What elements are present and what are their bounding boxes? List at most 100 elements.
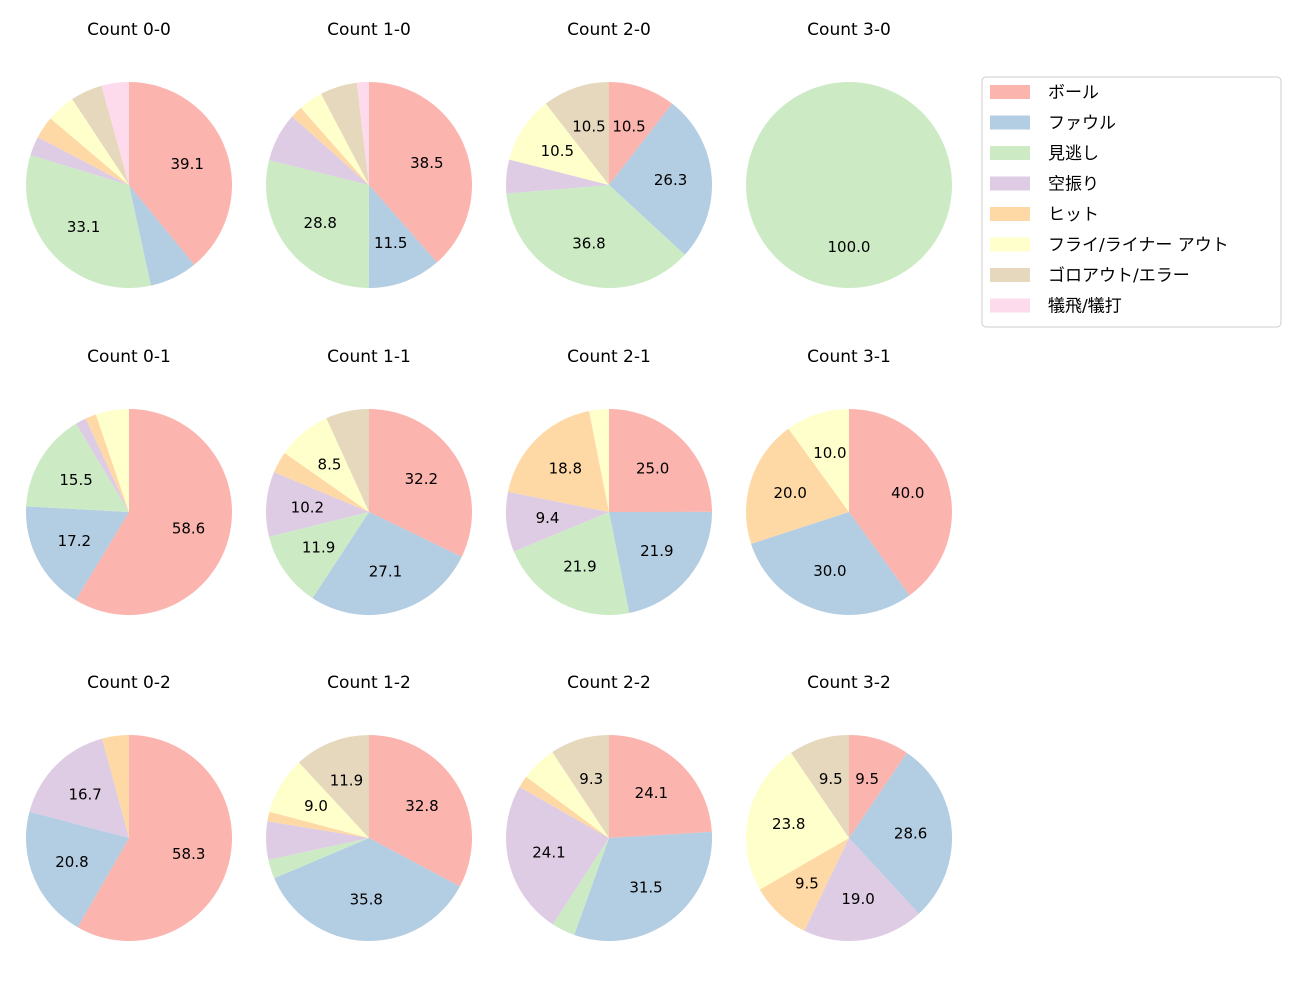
legend-label: ボール bbox=[1048, 83, 1099, 103]
pie-slice-label: 24.1 bbox=[532, 844, 565, 862]
pie-slice bbox=[746, 82, 952, 288]
pie-slice-label: 26.3 bbox=[654, 171, 687, 189]
pie-slice bbox=[356, 82, 369, 185]
legend-label: ゴロアウト/エラー bbox=[1048, 265, 1190, 286]
pie-slice bbox=[513, 512, 630, 615]
pie-slice-label: 16.7 bbox=[68, 785, 101, 803]
legend-item: ファウル bbox=[990, 114, 1116, 134]
pie-slice bbox=[312, 512, 462, 616]
pie-slice-label: 32.2 bbox=[405, 470, 438, 488]
pie-slice bbox=[509, 103, 609, 185]
pie-slice bbox=[609, 82, 673, 185]
pie-slice bbox=[369, 735, 473, 887]
pie-slice bbox=[609, 735, 712, 838]
pie-slice bbox=[552, 838, 609, 935]
pie-slice bbox=[85, 414, 129, 512]
legend-item: 犠飛/犠打 bbox=[990, 297, 1122, 317]
pie-slice-label: 30.0 bbox=[813, 562, 846, 580]
pie-slice bbox=[101, 82, 129, 185]
pie-slice-label: 32.8 bbox=[405, 797, 438, 815]
legend-item: フライ/ライナー アウト bbox=[990, 236, 1229, 256]
pie-title: Count 3-1 bbox=[807, 347, 891, 367]
pie-slice-label: 10.5 bbox=[541, 142, 574, 160]
pie-slice-label: 36.8 bbox=[572, 234, 605, 252]
pie-slice bbox=[284, 418, 369, 512]
pie-slice bbox=[37, 118, 129, 185]
pie-slice bbox=[506, 491, 609, 552]
pie-slice bbox=[506, 787, 609, 925]
pie-slice bbox=[269, 512, 369, 599]
pie-slice-label: 21.9 bbox=[563, 558, 596, 576]
pie-slice bbox=[269, 762, 369, 838]
legend-swatch bbox=[990, 207, 1030, 221]
pie-slice bbox=[25, 155, 151, 289]
pie-count-0-2: Count 0-2 58.3 20.8 16.7 bbox=[25, 673, 232, 941]
pie-slice-label: 9.0 bbox=[304, 797, 328, 815]
pie-slice-label: 40.0 bbox=[891, 484, 924, 502]
pie-slice-label: 58.6 bbox=[172, 520, 205, 538]
legend-item: 空振り bbox=[990, 175, 1099, 195]
pie-count-2-2: Count 2-2 24.1 31.5 24.1 9.3 bbox=[506, 673, 712, 941]
pie-slice-label: 38.5 bbox=[410, 154, 443, 172]
pie-slice bbox=[609, 511, 712, 613]
pie-title: Count 1-1 bbox=[327, 347, 411, 367]
pie-slice-label: 100.0 bbox=[828, 238, 871, 256]
pie-count-1-1: Count 1-1 32.2 27.1 11.9 10.2 8.5 bbox=[266, 347, 472, 616]
pie-slice bbox=[505, 159, 609, 194]
pie-slice-label: 25.0 bbox=[636, 459, 669, 477]
legend-label: 見逃し bbox=[1048, 144, 1099, 164]
pie-slice-label: 28.6 bbox=[894, 824, 927, 842]
pie-slice-label: 31.5 bbox=[629, 878, 662, 896]
pie-slice bbox=[72, 85, 129, 185]
pie-slice bbox=[274, 452, 369, 512]
legend-label: フライ/ライナー アウト bbox=[1048, 236, 1229, 256]
legend-swatch bbox=[990, 115, 1030, 130]
legend-label: 犠飛/犠打 bbox=[1048, 297, 1122, 317]
legend-item: ボール bbox=[990, 83, 1099, 103]
pie-slice-label: 9.5 bbox=[855, 770, 879, 788]
pie-slice-label: 17.2 bbox=[58, 532, 91, 550]
pie-slice-label: 23.8 bbox=[772, 815, 805, 833]
pie-title: Count 0-2 bbox=[87, 673, 171, 693]
pie-slice bbox=[368, 185, 437, 288]
pie-slice bbox=[746, 428, 849, 544]
pie-title: Count 2-0 bbox=[567, 20, 651, 40]
pie-count-1-2: Count 1-2 32.8 35.8 9.011.9 bbox=[266, 673, 473, 941]
pie-title: Count 3-2 bbox=[807, 673, 891, 693]
pie-slice-label: 35.8 bbox=[350, 891, 383, 909]
pie-slice-label: 33.1 bbox=[67, 218, 100, 236]
pie-slice bbox=[25, 811, 129, 928]
pie-count-3-0: Count 3-0 100.0 bbox=[746, 20, 952, 288]
pie-slice-label: 9.5 bbox=[795, 874, 819, 892]
pie-count-0-0: Count 0-0 39.1 33.1 bbox=[25, 20, 232, 289]
legend-item: 見逃し bbox=[990, 144, 1099, 164]
pie-slice bbox=[77, 735, 232, 941]
pie-count-3-2: Count 3-2 9.5 28.6 19.0 9.5 23.8 9.5 bbox=[746, 673, 952, 942]
pie-count-1-0: Count 1-0 38.5 11.5 28.8 bbox=[266, 20, 472, 288]
pie-slice bbox=[574, 831, 712, 941]
pie-slice-label: 10.2 bbox=[291, 498, 324, 516]
pie-slice bbox=[326, 409, 369, 512]
pie-title: Count 1-2 bbox=[327, 673, 411, 693]
legend-label: ファウル bbox=[1048, 114, 1116, 134]
pie-count-3-1: Count 3-1 40.0 30.0 20.0 10.0 bbox=[746, 347, 953, 615]
pie-slice-label: 20.8 bbox=[55, 853, 88, 871]
pie-slice-label: 8.5 bbox=[318, 455, 342, 473]
pie-slice bbox=[102, 735, 129, 838]
pie-slice-label: 11.9 bbox=[330, 771, 363, 789]
pie-slice bbox=[266, 472, 369, 537]
pie-slice-label: 10.0 bbox=[813, 444, 846, 462]
pie-slice bbox=[609, 409, 712, 512]
pie-slice-label: 10.5 bbox=[612, 118, 645, 136]
pie-slice bbox=[26, 506, 129, 601]
pie-slice bbox=[519, 776, 609, 838]
pie-slice bbox=[298, 735, 369, 838]
pie-slice bbox=[266, 821, 369, 860]
pie-slice bbox=[274, 838, 460, 941]
pie-slice-label: 15.5 bbox=[59, 471, 92, 489]
pie-slice bbox=[788, 409, 849, 512]
pie-slice bbox=[321, 82, 369, 185]
pie-slice bbox=[746, 752, 849, 890]
pie-slice-label: 24.1 bbox=[635, 784, 668, 802]
